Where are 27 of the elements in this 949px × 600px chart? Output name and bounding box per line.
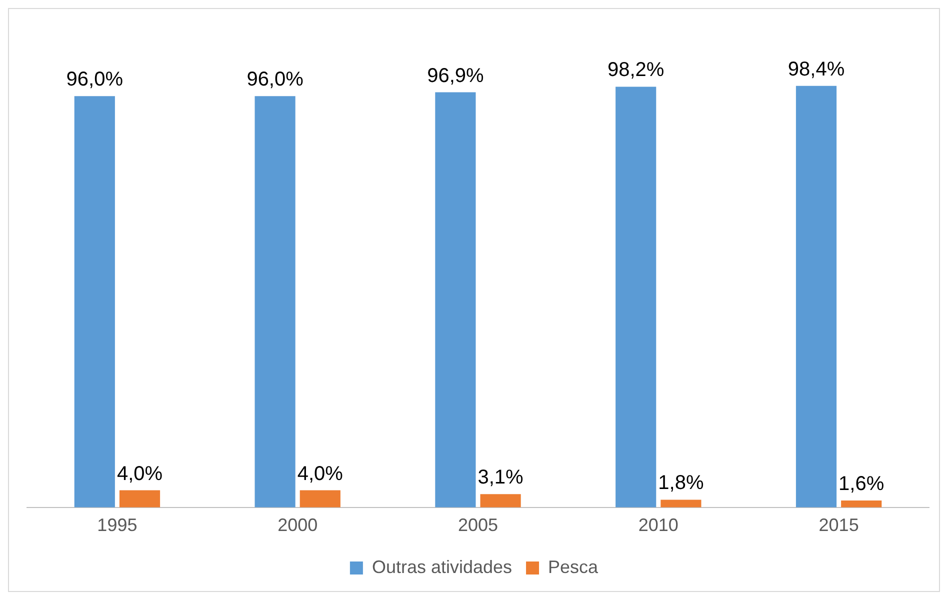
x-tick-label: 2000	[278, 515, 318, 536]
bar	[74, 96, 115, 508]
x-tick-label: 2010	[638, 515, 678, 536]
data-label: 4,0%	[297, 462, 344, 485]
legend-label: Outras atividades	[372, 556, 512, 577]
bar	[480, 494, 521, 508]
bar	[841, 500, 882, 508]
bar	[435, 92, 476, 508]
data-label: 96,0%	[66, 68, 124, 91]
data-label: 98,4%	[788, 58, 845, 80]
x-tick-label: 1995	[97, 515, 138, 536]
data-label: 98,2%	[607, 59, 664, 82]
bar	[119, 490, 160, 508]
bar	[796, 86, 837, 508]
data-label: 96,0%	[246, 68, 304, 91]
data-label: 1,6%	[838, 473, 884, 496]
bar	[254, 96, 296, 508]
legend-label: Pesca	[548, 556, 600, 577]
data-label: 1,8%	[658, 472, 704, 494]
data-label: 3,1%	[478, 466, 524, 489]
bar	[300, 490, 340, 508]
data-label: 4,0%	[116, 462, 163, 485]
bar	[616, 86, 656, 508]
x-tick-label: 2015	[818, 515, 859, 536]
bar	[660, 500, 702, 508]
x-tick-label: 2005	[458, 515, 498, 536]
data-label: 96,9%	[427, 64, 484, 87]
